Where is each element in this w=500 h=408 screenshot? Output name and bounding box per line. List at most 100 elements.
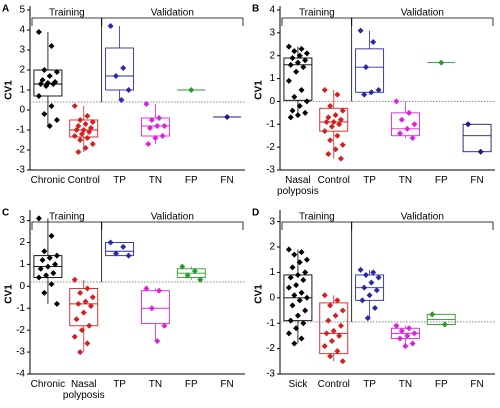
x-tick-label: TN — [398, 175, 413, 186]
data-point — [298, 289, 305, 296]
data-point — [148, 117, 155, 123]
y-tick-label: 3 — [19, 215, 25, 226]
data-point — [398, 327, 405, 334]
data-point — [296, 259, 303, 266]
data-point — [52, 261, 59, 268]
data-point — [371, 304, 378, 311]
data-point — [285, 246, 292, 253]
data-point — [375, 87, 382, 93]
x-tick-label: FP — [434, 175, 448, 186]
y-tick-label: 0 — [269, 292, 275, 303]
y-tick-label: -1 — [266, 318, 275, 329]
panel-label: C — [2, 208, 9, 219]
data-point — [339, 307, 346, 314]
data-point — [53, 117, 60, 123]
data-point — [406, 109, 413, 116]
chart: D CV1 -3 -2 -1 0 1 2 3 Training Validation — [252, 208, 495, 380]
data-point — [285, 284, 292, 291]
data-point — [321, 292, 328, 299]
data-point — [159, 133, 166, 139]
data-point — [41, 67, 48, 73]
data-point — [84, 135, 91, 141]
y-tick-label: 3 — [19, 45, 25, 56]
data-point — [438, 59, 445, 66]
box — [105, 242, 135, 257]
y-axis-label: CV1 — [254, 284, 265, 304]
data-point — [50, 270, 57, 277]
data-point — [77, 289, 84, 296]
data-point — [332, 312, 339, 319]
data-point — [156, 115, 163, 121]
x-tick-label: TN — [398, 379, 413, 390]
data-point — [337, 322, 344, 329]
y-axis-label: CV1 — [4, 80, 15, 100]
data-point — [143, 101, 150, 107]
y-tick-label: -1 — [266, 119, 275, 130]
data-point — [89, 294, 96, 301]
data-point — [293, 282, 300, 289]
y-tick-label: 1 — [19, 85, 25, 96]
data-point — [294, 312, 301, 319]
data-point — [197, 276, 204, 283]
data-point — [161, 123, 168, 129]
data-point — [71, 103, 78, 109]
data-point — [298, 45, 305, 52]
data-point — [296, 297, 303, 304]
data-point — [147, 125, 154, 131]
data-point — [37, 265, 44, 272]
data-point — [107, 23, 114, 29]
data-point — [120, 243, 127, 250]
data-point — [48, 43, 55, 49]
group-bracket — [351, 221, 494, 230]
data-point — [303, 98, 310, 105]
group-bracket — [281, 17, 353, 26]
data-point — [125, 87, 132, 93]
data-point — [429, 311, 436, 318]
box — [140, 290, 170, 325]
data-point — [84, 340, 91, 347]
data-point — [86, 322, 93, 329]
y-tick-label: -4 — [16, 369, 25, 380]
data-point — [84, 285, 91, 292]
data-point — [43, 83, 50, 89]
x-tick-label: FP — [184, 175, 198, 186]
panel: B CV1 -3 -2 -1 0 1 2 3 4 Training Validation Nasal p… — [250, 0, 500, 204]
data-point — [361, 284, 368, 291]
data-point — [368, 89, 375, 96]
data-point — [325, 317, 332, 324]
data-point — [78, 131, 85, 137]
y-tick-label: -2 — [16, 145, 25, 156]
data-point — [35, 274, 42, 281]
data-point — [477, 148, 484, 155]
chart: C CV1 -4 -3 -2 -1 0 1 2 3 Training Validation — [2, 208, 245, 380]
data-point — [321, 87, 328, 93]
data-point — [368, 279, 375, 286]
box — [355, 48, 385, 93]
x-tick-label: TP — [363, 379, 376, 390]
data-point — [41, 248, 48, 255]
data-point — [148, 305, 155, 312]
panel: D CV1 -3 -2 -1 0 1 2 3 Training Validation Sick Cont… — [250, 204, 500, 408]
data-point — [48, 103, 55, 109]
data-point — [364, 315, 371, 322]
data-point — [334, 132, 341, 139]
data-point — [330, 119, 337, 125]
data-point — [300, 64, 307, 71]
data-point — [409, 135, 416, 141]
data-point — [332, 146, 339, 153]
data-point — [294, 271, 301, 278]
data-point — [362, 64, 369, 71]
data-point — [35, 29, 42, 35]
y-tick-label: 3 — [269, 216, 275, 227]
data-point — [298, 87, 305, 93]
box — [283, 57, 313, 101]
data-point — [37, 81, 44, 87]
data-point — [48, 281, 55, 288]
data-point — [302, 57, 309, 64]
x-tick-label: Chronic — [30, 379, 66, 390]
y-tick-label: 1 — [19, 259, 25, 270]
data-point — [191, 267, 198, 274]
data-point — [397, 335, 404, 342]
data-point — [75, 300, 82, 307]
data-point — [82, 298, 89, 305]
